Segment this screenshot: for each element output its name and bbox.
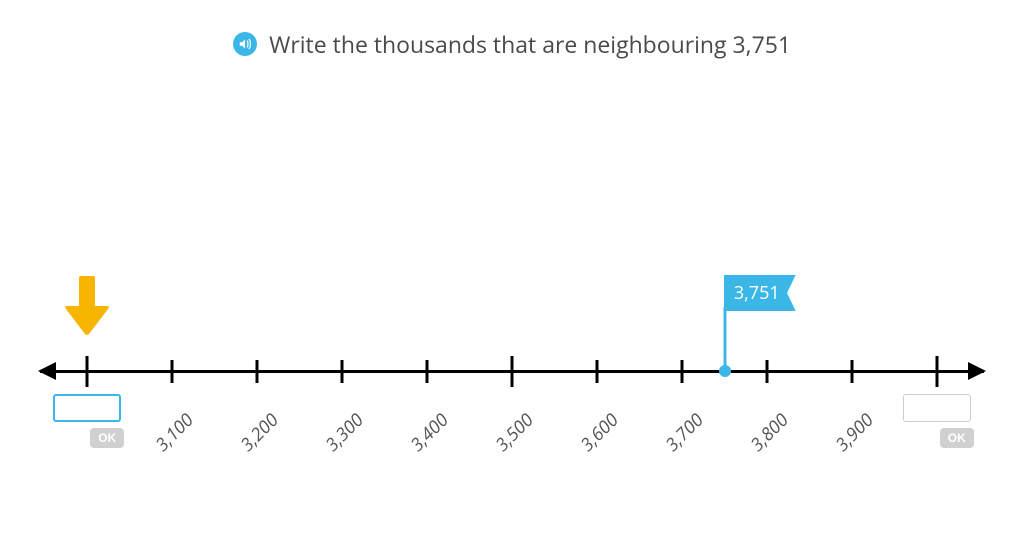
tick	[935, 356, 938, 387]
tick	[256, 360, 259, 383]
answer-input-right[interactable]	[903, 394, 971, 422]
instruction-bar: Write the thousands that are neighbourin…	[0, 28, 1024, 60]
flag-label: 3,751	[724, 275, 796, 311]
tick	[171, 360, 174, 383]
flag-dot-icon	[719, 365, 731, 377]
tick	[765, 360, 768, 383]
tick	[511, 356, 514, 387]
ok-button-right[interactable]: OK	[940, 428, 974, 448]
number-line: 3,1003,2003,3003,4003,5003,6003,7003,800…	[40, 370, 984, 371]
tick	[850, 360, 853, 383]
ok-button-left[interactable]: OK	[90, 428, 124, 448]
instruction-text: Write the thousands that are neighbourin…	[269, 28, 791, 60]
audio-icon[interactable]	[233, 32, 257, 56]
axis-arrow-left-icon	[38, 362, 56, 380]
answer-input-left[interactable]	[53, 394, 121, 422]
tick-label: 3,200	[236, 408, 284, 456]
tick-label: 3,500	[490, 408, 538, 456]
tick-label: 3,800	[745, 408, 793, 456]
axis-arrow-right-icon	[968, 362, 986, 380]
tick-label: 3,900	[830, 408, 878, 456]
tick	[680, 360, 683, 383]
tick	[595, 360, 598, 383]
flag-pole	[724, 307, 727, 371]
pointer-arrow-icon	[65, 276, 109, 341]
tick-label: 3,100	[151, 408, 199, 456]
tick	[426, 360, 429, 383]
tick-label: 3,600	[575, 408, 623, 456]
tick-label: 3,400	[405, 408, 453, 456]
tick-label: 3,700	[660, 408, 708, 456]
tick-label: 3,300	[320, 408, 368, 456]
tick	[341, 360, 344, 383]
tick	[86, 356, 89, 387]
